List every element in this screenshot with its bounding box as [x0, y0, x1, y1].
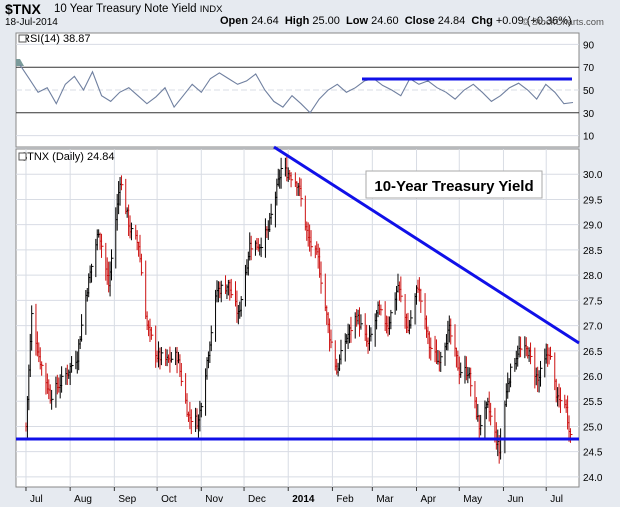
- price-tick-label: 25.0: [583, 422, 603, 433]
- x-tick-label: Jul: [550, 494, 563, 505]
- x-tick-label: Oct: [161, 494, 177, 505]
- security-name: 10 Year Treasury Note Yield INDX: [54, 3, 222, 15]
- price-tick-label: 30.0: [583, 170, 603, 181]
- price-tick-label: 25.5: [583, 397, 603, 408]
- chart-header: $TNX 10 Year Treasury Note Yield INDX 18…: [0, 0, 620, 34]
- low-label: Low: [346, 15, 369, 27]
- annotation-text: 10-Year Treasury Yield: [374, 178, 533, 195]
- x-tick-label: Jul: [30, 494, 43, 505]
- price-tick-label: 27.5: [583, 296, 603, 307]
- close-label: Close: [404, 15, 435, 27]
- annotation-box: [365, 170, 543, 199]
- x-tick-label: May: [463, 494, 482, 505]
- x-tick-label: Feb: [336, 494, 354, 505]
- rsi-tick-label: 70: [583, 63, 595, 74]
- rsi-tick-label: 90: [583, 40, 595, 51]
- rsi-line: [19, 64, 574, 114]
- chg-label: Chg: [471, 15, 493, 27]
- x-tick-label: Apr: [421, 494, 437, 505]
- high-label: High: [284, 15, 310, 27]
- high-value: 25.00: [312, 15, 340, 27]
- chg-value: +0.09 (+0.36%): [495, 15, 572, 27]
- x-tick-label: Dec: [248, 494, 266, 505]
- price-tick-label: 26.0: [583, 372, 603, 383]
- chart-date: 18-Jul-2014: [5, 17, 58, 28]
- price-tick-label: 27.0: [583, 322, 603, 333]
- rsi-y-ticks: 90 70 50 30 10: [583, 40, 595, 142]
- price-legend-swatch: [18, 152, 27, 161]
- x-tick-label: Nov: [205, 494, 223, 505]
- price-tick-label: 24.5: [583, 448, 603, 459]
- rsi-mini-marker: [16, 59, 24, 66]
- ohlc-readout: Open 24.64 High 25.00 Low 24.60 Close 24…: [220, 15, 572, 27]
- price-panel-label: $TNX (Daily) 24.84: [21, 151, 115, 163]
- price-tick-label: 24.0: [583, 473, 603, 484]
- security-name-text: 10 Year Treasury Note Yield: [54, 3, 197, 15]
- rsi-grid: [16, 43, 579, 137]
- x-tick-label: Jun: [507, 494, 523, 505]
- stockcharts-credit: © StockCharts.com: [522, 17, 604, 28]
- descending-trendline: [273, 145, 580, 345]
- x-tick-label: 2014: [292, 494, 315, 505]
- x-tick-label: Sep: [118, 494, 136, 505]
- price-tick-label: 29.0: [583, 221, 603, 232]
- rsi-tick-label: 10: [583, 132, 595, 143]
- price-y-ticks: 30.0 29.5 29.0 28.5 28.0 27.5 27.0 26.5 26.0 25.5…: [583, 170, 603, 484]
- x-axis-ticks: Jul Aug Sep Oct Nov Dec 2014 Feb Mar Apr May Jun Jul: [25, 487, 563, 505]
- low-value: 24.60: [371, 15, 399, 27]
- open-label: Open: [220, 15, 249, 27]
- rsi-tick-label: 50: [583, 86, 595, 97]
- rsi-legend-swatch: [18, 34, 27, 43]
- price-tick-label: 28.0: [583, 271, 603, 282]
- close-value: 24.84: [437, 15, 466, 27]
- price-tick-label: 26.5: [583, 347, 603, 358]
- price-tick-label: 29.5: [583, 195, 603, 206]
- x-tick-label: Aug: [74, 494, 92, 505]
- rsi-panel-label: RSI(14) 38.87: [22, 33, 90, 45]
- x-tick-label: Mar: [376, 494, 394, 505]
- price-tick-label: 28.5: [583, 246, 603, 257]
- rsi-tick-label: 30: [583, 109, 595, 120]
- exchange: INDX: [199, 4, 223, 15]
- price-bars: [25, 154, 573, 464]
- symbol: $TNX: [5, 1, 41, 17]
- open-value: 24.64: [251, 15, 279, 27]
